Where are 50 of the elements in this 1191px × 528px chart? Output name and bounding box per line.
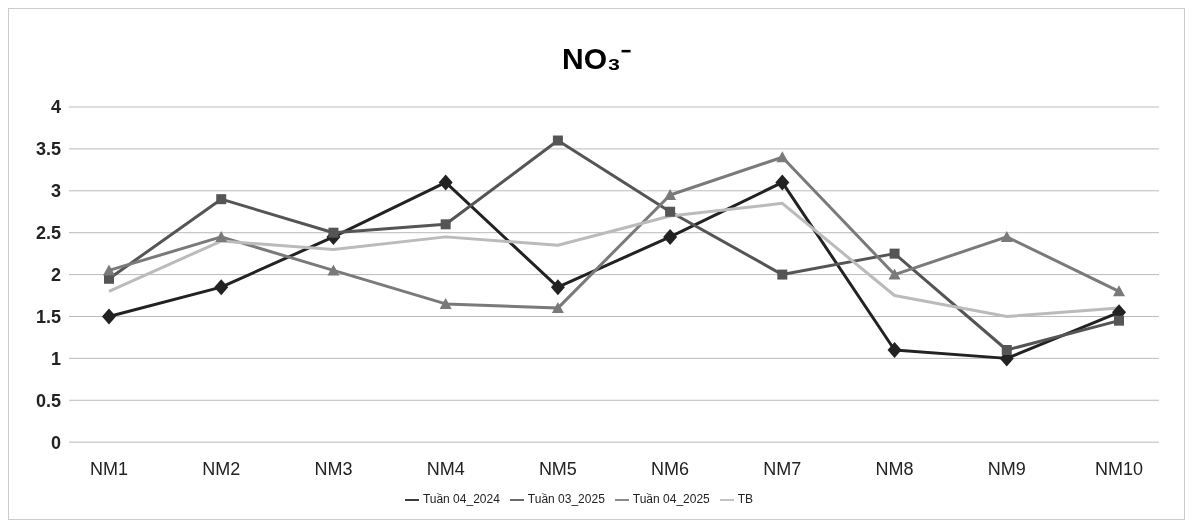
point [1114,315,1124,326]
legend-label: Tuần 04_2025 [632,492,710,507]
point [103,264,115,276]
y-tick-label: 2 [50,264,61,285]
point [1001,345,1012,355]
x-tick-label: NM2 [202,458,241,479]
point [550,279,565,296]
x-tick-label: NM3 [314,458,353,479]
point [663,228,678,245]
y-tick-label: 2.5 [35,223,61,244]
legend-label: Tuần 04_2024 [422,492,500,507]
x-tick-label: NM1 [89,458,129,479]
point [215,230,228,242]
point [1113,285,1125,297]
point [102,308,116,325]
point [889,248,900,259]
point [327,264,340,276]
y-tick-label: 4 [50,97,61,118]
y-tick-label: 0.5 [35,390,61,411]
point [1000,230,1013,242]
point [664,188,677,200]
x-tick-label: NM8 [875,458,914,479]
legend-label: Tuần 03_2025 [527,492,605,507]
point [888,268,901,280]
y-tick-label: 3 [50,181,61,202]
point [440,219,451,230]
point [328,227,339,238]
point [438,174,453,191]
x-tick-label: NM10 [1094,458,1144,479]
x-tick-label: NM7 [763,458,802,479]
legend-label: TB [737,492,754,507]
point [777,269,788,280]
y-tick-label: 0 [50,432,61,453]
point [439,297,452,309]
point [665,206,676,217]
point [216,194,227,205]
y-tick-label: 3.5 [35,139,61,160]
x-tick-label: NM6 [651,458,690,479]
point [552,135,563,146]
point [214,279,229,296]
point [887,342,902,358]
chart-title: NO₃⁻ [561,41,632,77]
x-tick-label: NM4 [426,458,465,479]
y-tick-label: 1 [50,348,61,369]
point [775,174,790,191]
x-tick-label: NM5 [538,458,577,479]
point [551,302,564,314]
y-tick-label: 1.5 [35,306,61,327]
x-tick-label: NM9 [987,458,1026,479]
point [776,151,789,163]
